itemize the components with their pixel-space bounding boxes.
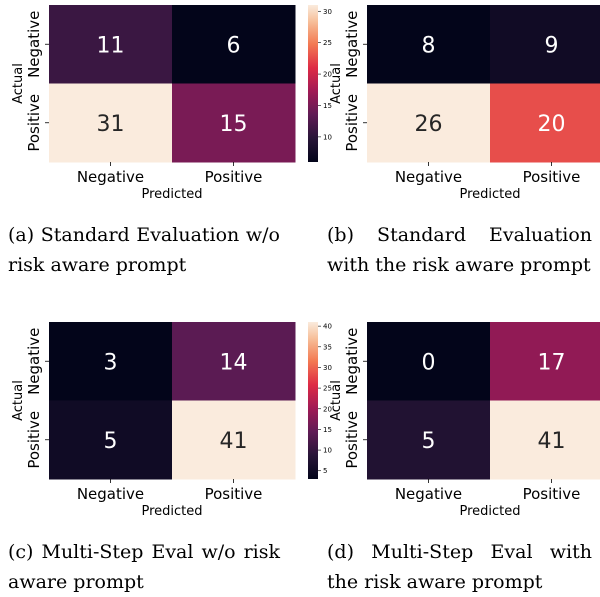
caption-c-text: Multi-Step Eval w/o risk aware prompt: [8, 541, 280, 593]
caption-d-text: Multi-Step Eval with the risk aware prom…: [327, 541, 592, 593]
y-tick-label: Positive: [343, 411, 361, 469]
colorbar-tick-label: 40: [323, 323, 332, 331]
colorbar-tick-label: 35: [323, 343, 332, 351]
x-tick-label: Positive: [205, 485, 263, 503]
colorbar-tick-label: 25: [323, 385, 332, 393]
cell-value-label: 8: [422, 33, 436, 58]
colorbar-tick-label: 5: [323, 467, 327, 475]
heatmap-cell: [367, 83, 491, 163]
cell-value-label: 41: [220, 429, 248, 454]
heatmap-cell: [367, 322, 491, 401]
heatmap-cell: [49, 400, 173, 480]
y-tick-label: Positive: [25, 411, 43, 469]
heatmap-cell: [172, 400, 296, 480]
heatmap-cell: [367, 400, 491, 480]
x-tick-label: Negative: [395, 168, 462, 186]
x-axis-label: Predicted: [459, 187, 520, 202]
colorbar-tick-label: 10: [323, 133, 332, 141]
colorbar: [308, 322, 318, 479]
cell-value-label: 14: [220, 350, 248, 375]
x-tick-label: Positive: [523, 485, 581, 503]
cell-value-label: 31: [97, 112, 125, 137]
y-tick-label: Negative: [343, 11, 361, 78]
cell-value-label: 3: [104, 350, 118, 375]
x-axis-label: Predicted: [141, 187, 202, 202]
caption-d-tag: (d): [327, 541, 354, 563]
x-tick-label: Positive: [523, 168, 581, 186]
y-tick-label: Negative: [25, 11, 43, 78]
y-axis-label: Actual: [11, 63, 26, 104]
colorbar-tick-label: 15: [323, 426, 332, 434]
colorbar-tick-label: 25: [323, 39, 332, 47]
colorbar: [308, 5, 318, 162]
y-axis-label: Actual: [329, 63, 344, 104]
y-tick-label: Negative: [343, 328, 361, 395]
caption-b-tag: (b): [327, 224, 354, 246]
y-axis-label: Actual: [11, 380, 26, 421]
colorbar-tick-label: 15: [323, 102, 332, 110]
cell-value-label: 5: [422, 429, 436, 454]
heatmap-cell: [49, 5, 173, 84]
colorbar-tick-label: 10: [323, 447, 332, 455]
heatmap-cell: [490, 322, 600, 401]
caption-c-tag: (c): [8, 541, 34, 563]
colorbar-tick-label: 20: [323, 71, 332, 79]
heatmap-cell: [490, 5, 600, 84]
colorbar-tick-label: 30: [323, 364, 332, 372]
x-tick-label: Negative: [77, 485, 144, 503]
heatmap-cell: [490, 400, 600, 480]
cell-value-label: 11: [97, 33, 125, 58]
caption-b: (b) Standard Evaluation with the risk aw…: [327, 220, 592, 280]
x-axis-label: Predicted: [459, 504, 520, 519]
y-tick-label: Positive: [25, 94, 43, 152]
y-tick-label: Negative: [25, 328, 43, 395]
x-tick-label: Negative: [395, 485, 462, 503]
heatmap-cell: [49, 83, 173, 163]
cell-value-label: 6: [227, 33, 241, 58]
cell-value-label: 9: [545, 33, 559, 58]
heatmap-cell: [172, 322, 296, 401]
cell-value-label: 20: [538, 112, 566, 137]
heatmap-cell: [49, 322, 173, 401]
heatmap-cell: [172, 83, 296, 163]
colorbar-tick-label: 20: [323, 405, 332, 413]
heatmap-cell: [172, 5, 296, 84]
heatmap-cell: [367, 5, 491, 84]
caption-a-tag: (a): [8, 224, 35, 246]
cell-value-label: 41: [538, 429, 566, 454]
cell-value-label: 26: [415, 112, 443, 137]
cell-value-label: 0: [422, 350, 436, 375]
caption-a: (a) Standard Evaluation w/o risk aware p…: [8, 220, 280, 280]
caption-d: (d) Multi-Step Eval with the risk aware …: [327, 537, 592, 597]
caption-a-text: Standard Evaluation w/o risk aware promp…: [8, 224, 280, 276]
caption-b-text: Standard Evaluation with the risk aware …: [327, 224, 592, 276]
x-axis-label: Predicted: [141, 504, 202, 519]
cell-value-label: 15: [220, 112, 248, 137]
cell-value-label: 17: [538, 350, 566, 375]
x-tick-label: Positive: [205, 168, 263, 186]
y-tick-label: Positive: [343, 94, 361, 152]
heatmap-cell: [490, 83, 600, 163]
colorbar-tick-label: 30: [323, 8, 332, 16]
cell-value-label: 5: [104, 429, 118, 454]
caption-c: (c) Multi-Step Eval w/o risk aware promp…: [8, 537, 280, 597]
y-axis-label: Actual: [329, 380, 344, 421]
x-tick-label: Negative: [77, 168, 144, 186]
